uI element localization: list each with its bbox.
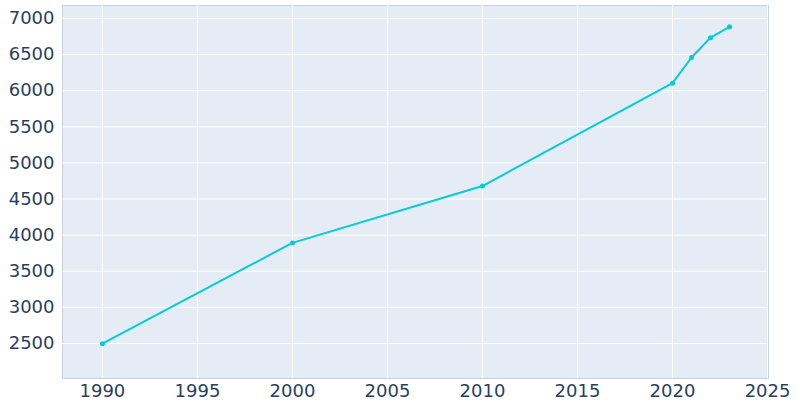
svg-text:2000: 2000	[270, 380, 316, 400]
svg-text:2005: 2005	[365, 380, 411, 400]
svg-text:4000: 4000	[9, 224, 55, 245]
svg-text:2010: 2010	[460, 380, 506, 400]
svg-text:7000: 7000	[9, 7, 55, 28]
svg-text:1995: 1995	[175, 380, 221, 400]
svg-text:1990: 1990	[80, 380, 126, 400]
svg-text:2020: 2020	[650, 380, 696, 400]
svg-text:2015: 2015	[555, 380, 601, 400]
svg-text:3000: 3000	[9, 296, 55, 317]
svg-text:4500: 4500	[9, 188, 55, 209]
svg-text:5000: 5000	[9, 152, 55, 173]
svg-text:2025: 2025	[745, 380, 791, 400]
svg-text:6500: 6500	[9, 43, 55, 64]
svg-text:3500: 3500	[9, 260, 55, 281]
svg-text:2500: 2500	[9, 332, 55, 353]
svg-text:5500: 5500	[9, 116, 55, 137]
svg-text:6000: 6000	[9, 79, 55, 100]
